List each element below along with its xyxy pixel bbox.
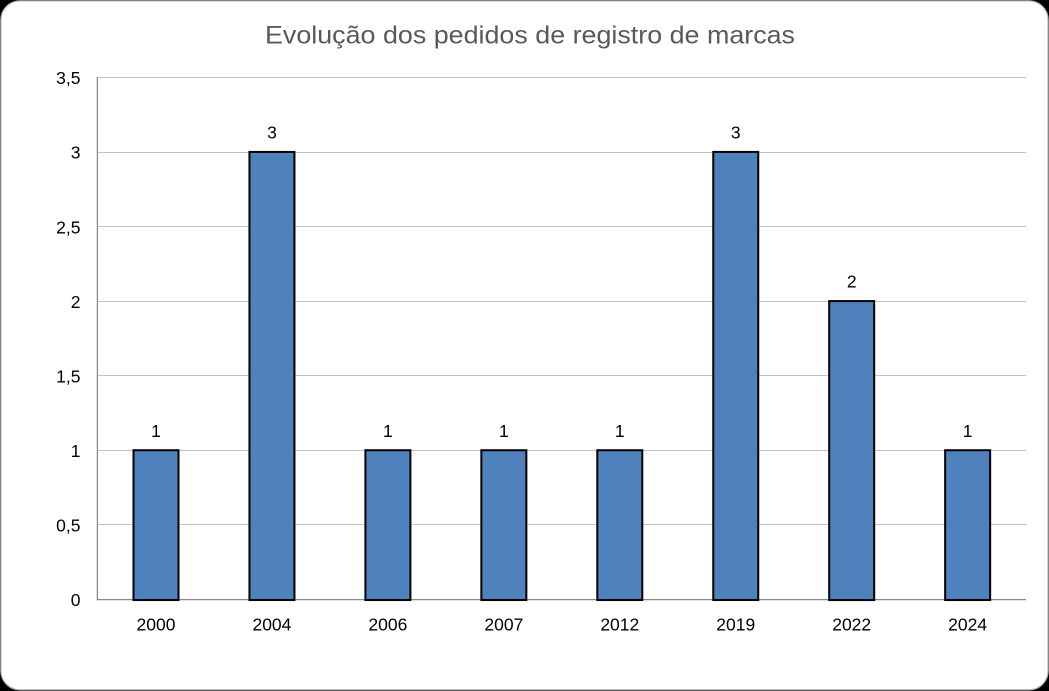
svg-text:3: 3 (71, 143, 81, 163)
svg-text:2007: 2007 (484, 614, 523, 634)
svg-text:2000: 2000 (137, 614, 176, 634)
svg-text:1: 1 (151, 421, 161, 441)
svg-text:2004: 2004 (252, 614, 291, 634)
svg-text:2: 2 (847, 272, 857, 292)
svg-text:2: 2 (71, 292, 81, 312)
svg-text:1: 1 (963, 421, 973, 441)
svg-text:2012: 2012 (600, 614, 639, 634)
svg-text:Evolução dos pedidos de regist: Evolução dos pedidos de registro de marc… (265, 22, 795, 50)
svg-text:2024: 2024 (948, 614, 987, 634)
svg-text:3: 3 (731, 123, 741, 143)
svg-text:1: 1 (499, 421, 509, 441)
svg-text:2022: 2022 (832, 614, 871, 634)
svg-text:1: 1 (383, 421, 393, 441)
svg-text:2006: 2006 (368, 614, 407, 634)
svg-text:1,5: 1,5 (56, 366, 80, 386)
svg-text:3: 3 (267, 123, 277, 143)
svg-text:1: 1 (71, 441, 81, 461)
svg-text:0,5: 0,5 (56, 516, 80, 536)
svg-text:0: 0 (71, 590, 81, 610)
svg-text:2,5: 2,5 (56, 217, 80, 237)
svg-text:2019: 2019 (716, 614, 755, 634)
svg-text:1: 1 (615, 421, 625, 441)
svg-text:3,5: 3,5 (56, 68, 80, 88)
